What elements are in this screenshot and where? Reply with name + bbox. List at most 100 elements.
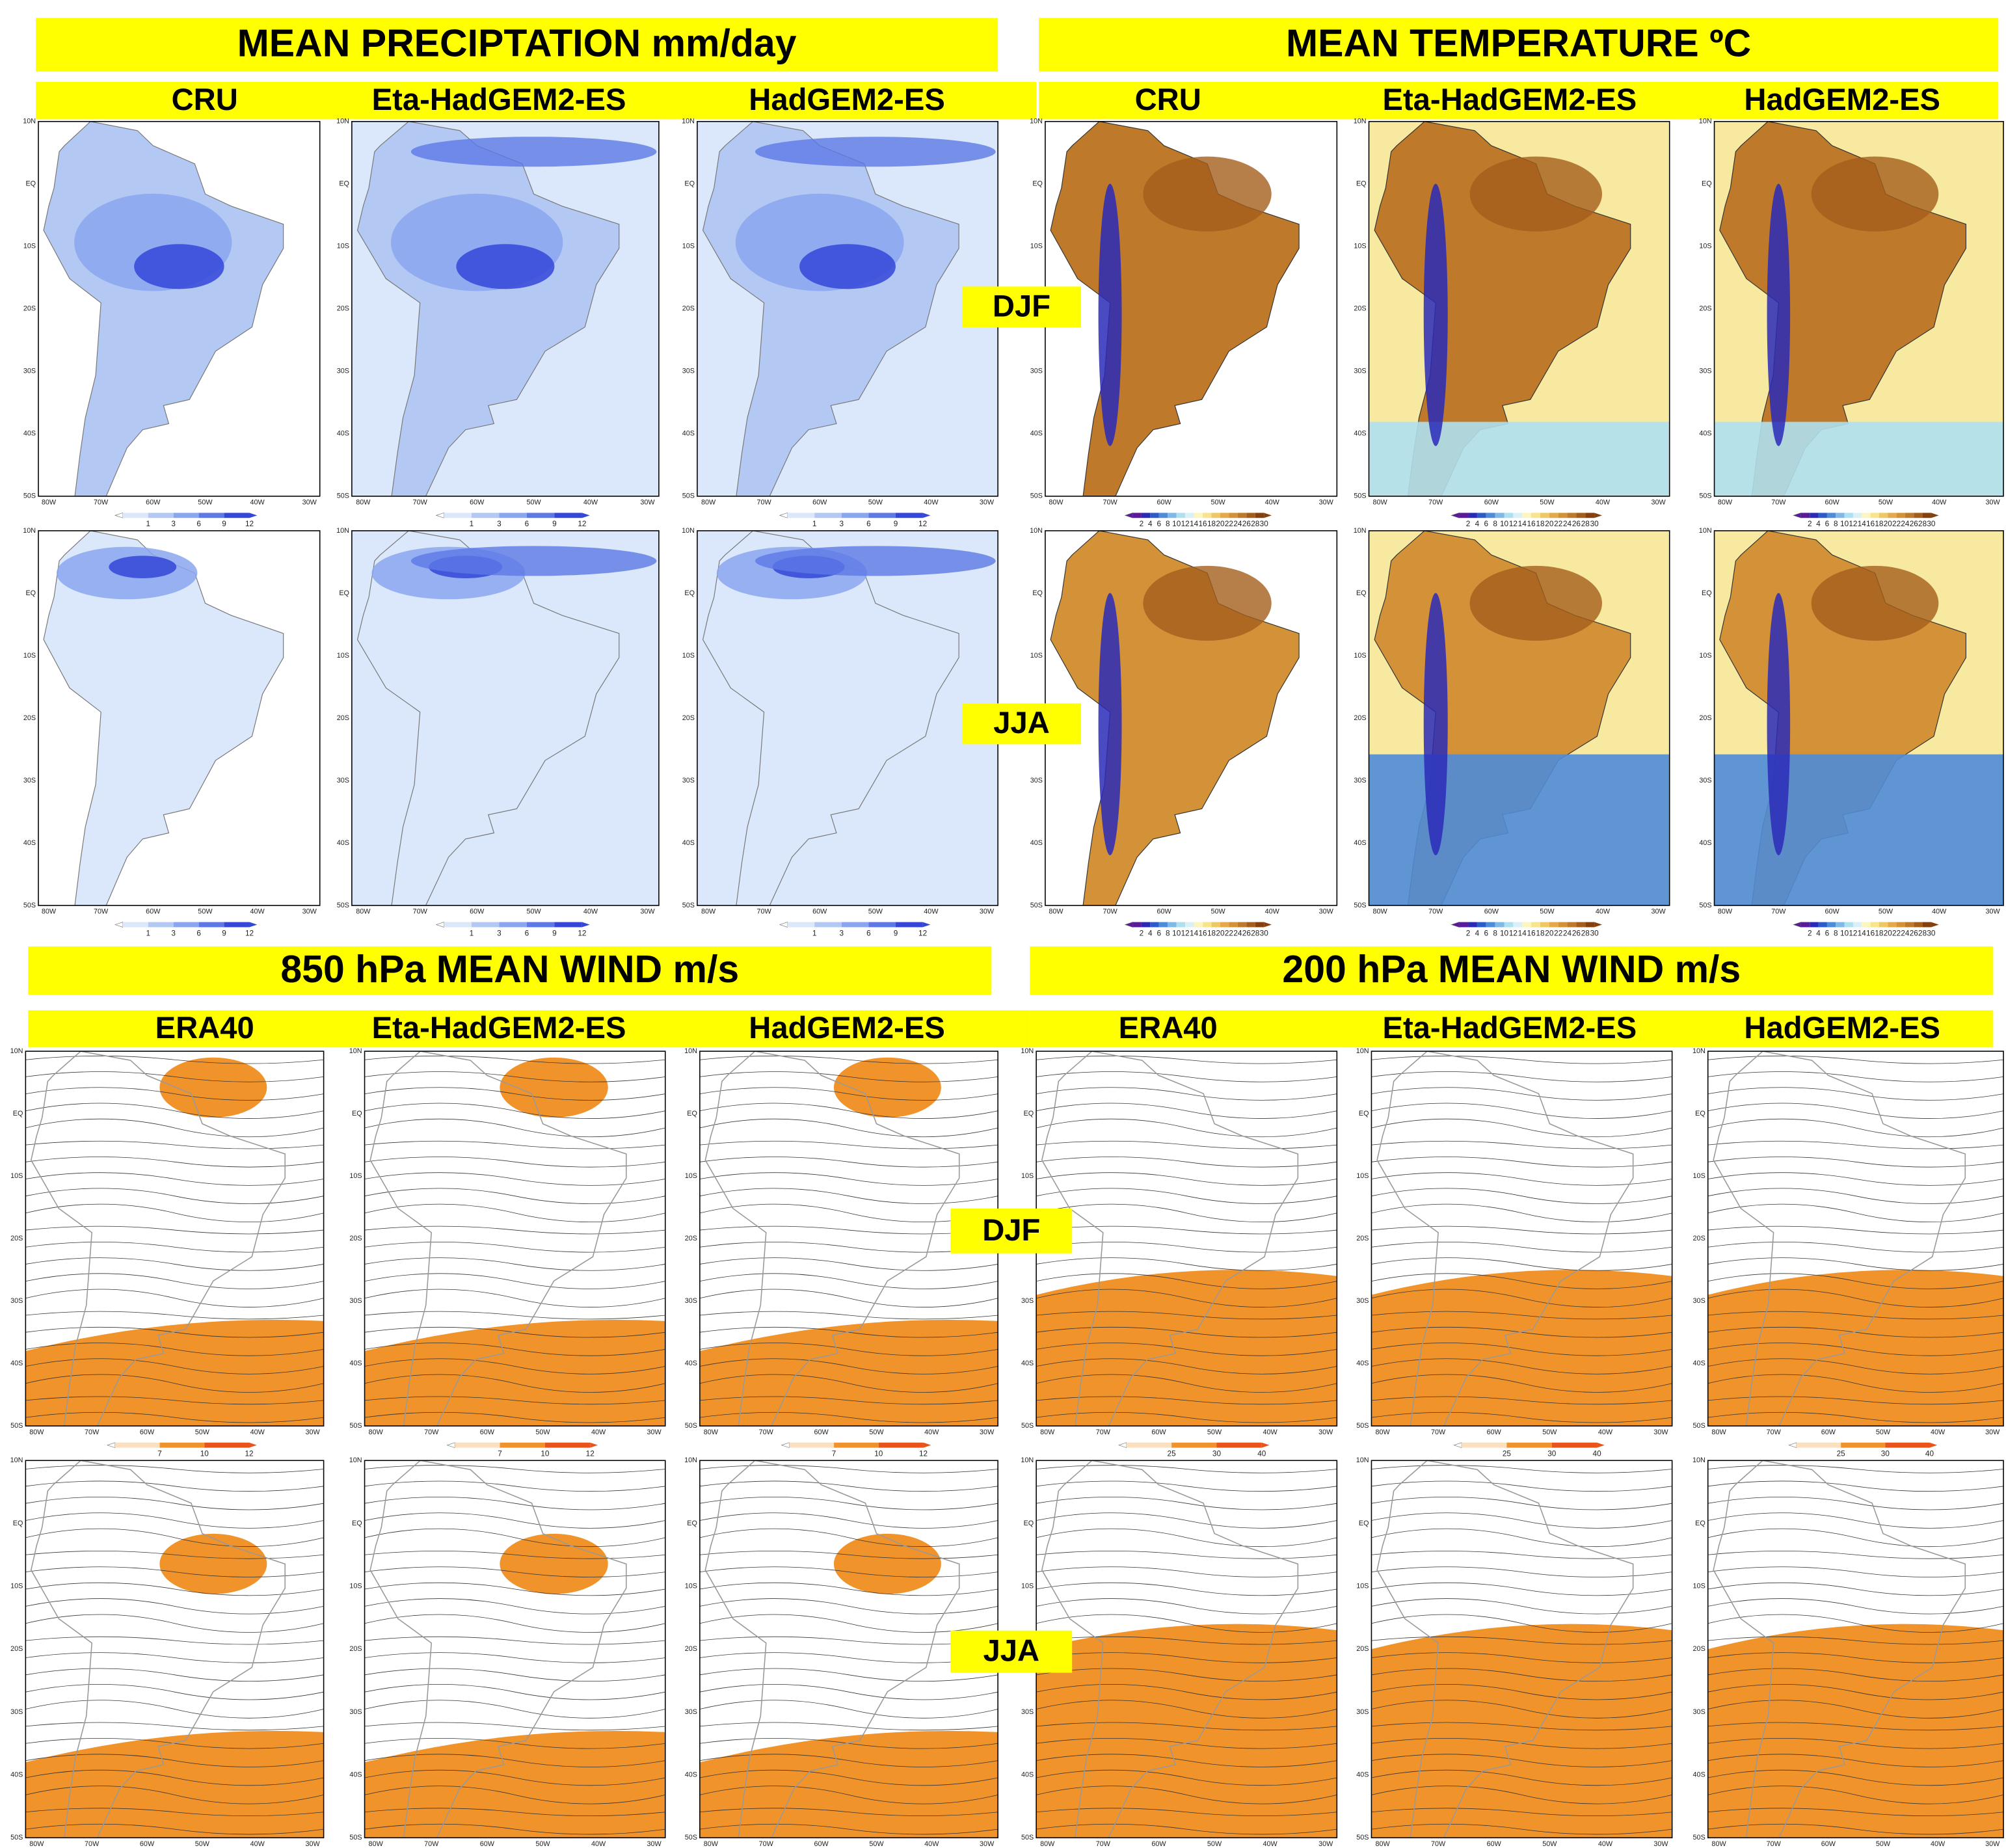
lat-label: EQ <box>684 589 695 597</box>
colorbar-label: 12 <box>578 520 586 528</box>
streamline <box>25 1172 324 1186</box>
lat-label: 10N <box>1021 1047 1034 1055</box>
lat-label: EQ <box>13 1520 23 1527</box>
colorbar-label: 12 <box>1509 520 1518 528</box>
streamline <box>364 1071 665 1082</box>
colorbar-label: 10 <box>1500 520 1509 528</box>
streamline <box>364 1374 665 1393</box>
streamline <box>1707 1157 2004 1168</box>
lat-label: 50S <box>1354 492 1366 500</box>
streamline <box>1371 1465 1672 1473</box>
streamline <box>364 1636 665 1645</box>
lon-label: 60W <box>812 499 827 507</box>
colorbar-swatch <box>1522 922 1532 928</box>
streamline <box>699 1140 998 1149</box>
colorbar-swatch <box>1237 922 1247 928</box>
lat-label: 50S <box>1354 902 1366 909</box>
colorbar-swatch <box>1176 922 1186 928</box>
lat-label: 40S <box>1021 1771 1034 1778</box>
streamline <box>25 1722 324 1731</box>
streamline <box>364 1087 665 1101</box>
column-title: ERA40 <box>155 1011 254 1045</box>
cold-south <box>1714 754 2004 905</box>
map-content <box>1714 121 2004 496</box>
lat-label: 20S <box>1699 714 1711 722</box>
colorbar-swatch <box>1826 922 1836 928</box>
colorbar-label: 28 <box>1918 520 1927 528</box>
lon-label: 50W <box>1876 1840 1891 1848</box>
streamline <box>25 1528 324 1547</box>
colorbar-swatch <box>1220 922 1229 928</box>
colorbar-swatch <box>148 513 174 518</box>
colorbar-end <box>1261 1442 1270 1448</box>
lat-label: 10N <box>349 1047 362 1055</box>
streamline <box>364 1823 665 1835</box>
section-title: MEAN TEMPERATURE ºC <box>1286 21 1751 64</box>
streamline <box>25 1118 324 1138</box>
map-panel: 10N EQ 10S 20S 30S 40S 50S 80W 70W 60W 50W 40W 30W 1 3… <box>336 118 660 528</box>
colorbar-swatch <box>1888 513 1897 518</box>
streamline <box>1036 1188 1337 1204</box>
lat-label: 20S <box>685 1235 697 1242</box>
lat-label: 10S <box>1699 652 1711 660</box>
lat-label: 50S <box>1356 1422 1369 1430</box>
continent-outline <box>30 1460 286 1838</box>
lat-label: EQ <box>1359 1110 1369 1118</box>
lat-label: 30S <box>1699 368 1711 375</box>
colorbar-swatch <box>1844 922 1853 928</box>
streamline <box>1036 1668 1337 1682</box>
streamline <box>364 1754 665 1767</box>
colorbar-label: 2 <box>1140 929 1144 937</box>
lon-label: 50W <box>869 1840 884 1848</box>
colorbar-swatch <box>224 513 250 518</box>
colorbar-swatch <box>1585 922 1595 928</box>
lon-label: 70W <box>1103 908 1117 916</box>
map-frame <box>1707 1460 2004 1839</box>
colorbar-swatch <box>1551 1442 1598 1448</box>
lon-label: 80W <box>356 908 371 916</box>
column-header-bg <box>36 81 1037 119</box>
lon-label: 30W <box>647 1428 662 1436</box>
map-panel: 10N EQ 10S 20S 30S 40S 50S 80W 70W 60W 50W 40W 30W 25… <box>1692 1047 2004 1458</box>
streamline <box>699 1683 998 1700</box>
lat-label: 10S <box>682 243 695 250</box>
colorbar-label: 18 <box>1207 520 1216 528</box>
jet-band <box>699 1730 998 1838</box>
streamline <box>25 1225 324 1235</box>
lon-label: 80W <box>1718 499 1733 507</box>
jet-band <box>1707 1624 2004 1838</box>
streamline <box>699 1172 998 1186</box>
lat-label: 10S <box>23 652 36 660</box>
colorbar-label: 6 <box>1825 929 1830 937</box>
colorbar-swatch <box>114 1442 160 1448</box>
streamline <box>699 1396 998 1405</box>
lat-label: 50S <box>1356 1834 1369 1841</box>
colorbar-swatch <box>1844 513 1853 518</box>
streamline <box>1036 1652 1337 1663</box>
lat-label: 30S <box>1030 368 1043 375</box>
streamline <box>1707 1326 2004 1338</box>
streamline <box>1036 1289 1337 1307</box>
streamline <box>1036 1769 1337 1786</box>
lat-label: 10S <box>1354 243 1366 250</box>
lon-label: 30W <box>1985 1428 2000 1436</box>
lon-label: 30W <box>640 908 655 916</box>
lon-label: 80W <box>1040 1840 1055 1848</box>
lon-label: 40W <box>924 908 939 916</box>
colorbar-label: 1 <box>146 929 150 937</box>
colorbar-swatch <box>1576 513 1586 518</box>
lon-label: 40W <box>924 1428 939 1436</box>
map-content <box>1371 1051 1672 1426</box>
streamline <box>1707 1273 2004 1289</box>
streamline <box>1707 1087 2004 1101</box>
colorbar-swatch <box>554 922 582 928</box>
lon-label: 50W <box>1876 1428 1891 1436</box>
colorbar-label: 10 <box>541 1450 550 1458</box>
colorbar-swatch <box>1879 513 1888 518</box>
lat-label: 20S <box>1354 305 1366 313</box>
colorbar-label: 1 <box>470 520 474 528</box>
colorbar-swatch <box>544 1442 591 1448</box>
lat-label: 10S <box>682 652 695 660</box>
streamline <box>699 1566 998 1577</box>
